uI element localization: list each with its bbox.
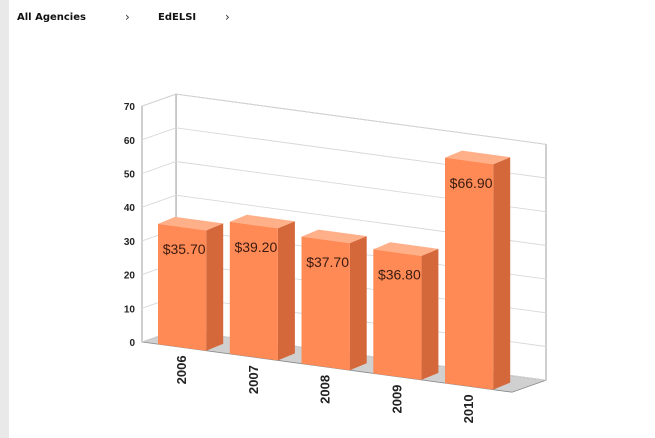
- bar-top: [445, 150, 511, 165]
- y-tick-label: 50: [124, 170, 136, 181]
- x-tick-label: 2007: [246, 365, 261, 394]
- bar-side: [206, 223, 224, 351]
- bar-front: [158, 223, 207, 351]
- y-tick-label: 30: [124, 237, 136, 248]
- bar-side: [277, 221, 295, 361]
- data-label: $35.70: [163, 241, 206, 257]
- gridline: [141, 93, 547, 145]
- y-tick-label: 40: [124, 203, 136, 214]
- gridline: [141, 194, 547, 246]
- bar: [158, 216, 224, 351]
- bar: [301, 229, 367, 371]
- y-tick-label: 0: [129, 338, 135, 349]
- data-label: $39.20: [234, 239, 277, 255]
- gridline: [141, 127, 547, 179]
- bar-side: [493, 157, 511, 390]
- breadcrumb-separator-icon: ›: [225, 10, 230, 24]
- breadcrumb-all-agencies[interactable]: All Agencies: [17, 11, 86, 23]
- data-labels: $35.70 $39.20 $37.70 $36.80 $66.90: [163, 175, 493, 283]
- chart-bars: [158, 150, 511, 390]
- data-label: $66.90: [450, 175, 493, 191]
- breadcrumb-edelsi[interactable]: EdELSI: [158, 11, 197, 23]
- bar-side: [349, 236, 367, 371]
- y-tick-label: 10: [124, 304, 136, 315]
- bar-front: [229, 221, 278, 361]
- bar-top: [229, 214, 295, 229]
- x-tick-label: 2006: [174, 355, 189, 384]
- y-tick-label: 60: [124, 136, 136, 147]
- x-tick-label: 2010: [461, 394, 476, 423]
- bar: [445, 150, 511, 390]
- breadcrumb-separator-icon: ›: [125, 10, 130, 24]
- x-axis-ticks: 2006 2007 2008 2009 2010: [174, 355, 476, 423]
- y-axis-ticks: 0 10 20 30 40 50 60 70: [124, 102, 136, 349]
- data-label: $37.70: [306, 254, 349, 270]
- y-tick-label: 70: [124, 102, 136, 113]
- gridline: [141, 161, 547, 213]
- breadcrumb: All Agencies › EdELSI ›: [17, 9, 230, 25]
- bar-top: [373, 242, 439, 256]
- x-tick-label: 2008: [318, 375, 333, 404]
- x-tick-label: 2009: [389, 385, 404, 414]
- bar-front: [445, 157, 494, 390]
- bar: [373, 242, 439, 380]
- bar-side: [421, 248, 439, 380]
- bar-top: [301, 229, 367, 244]
- bar-front: [301, 236, 350, 371]
- y-tick-label: 20: [124, 271, 136, 282]
- data-label: $36.80: [378, 267, 421, 283]
- bar: [229, 214, 295, 361]
- bar-front: [373, 249, 422, 380]
- bar-top: [158, 216, 224, 231]
